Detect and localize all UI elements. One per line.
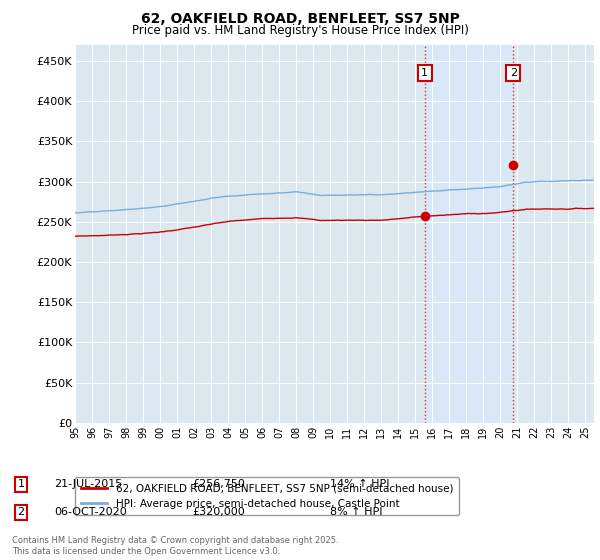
Text: Price paid vs. HM Land Registry's House Price Index (HPI): Price paid vs. HM Land Registry's House … (131, 24, 469, 37)
Text: 1: 1 (17, 479, 25, 489)
Bar (425, 45, 514, 423)
Text: 1: 1 (421, 68, 428, 78)
Text: £320,000: £320,000 (192, 507, 245, 517)
Text: 2: 2 (17, 507, 25, 517)
Text: 06-OCT-2020: 06-OCT-2020 (54, 507, 127, 517)
Text: 8% ↑ HPI: 8% ↑ HPI (330, 507, 383, 517)
Text: 21-JUL-2015: 21-JUL-2015 (54, 479, 122, 489)
Text: 14% ↑ HPI: 14% ↑ HPI (330, 479, 389, 489)
Text: 62, OAKFIELD ROAD, BENFLEET, SS7 5NP: 62, OAKFIELD ROAD, BENFLEET, SS7 5NP (140, 12, 460, 26)
Legend: 62, OAKFIELD ROAD, BENFLEET, SS7 5NP (semi-detached house), HPI: Average price, : 62, OAKFIELD ROAD, BENFLEET, SS7 5NP (se… (75, 477, 460, 515)
Text: Contains HM Land Registry data © Crown copyright and database right 2025.
This d: Contains HM Land Registry data © Crown c… (12, 536, 338, 556)
Text: £256,750: £256,750 (192, 479, 245, 489)
Text: 2: 2 (510, 68, 517, 78)
